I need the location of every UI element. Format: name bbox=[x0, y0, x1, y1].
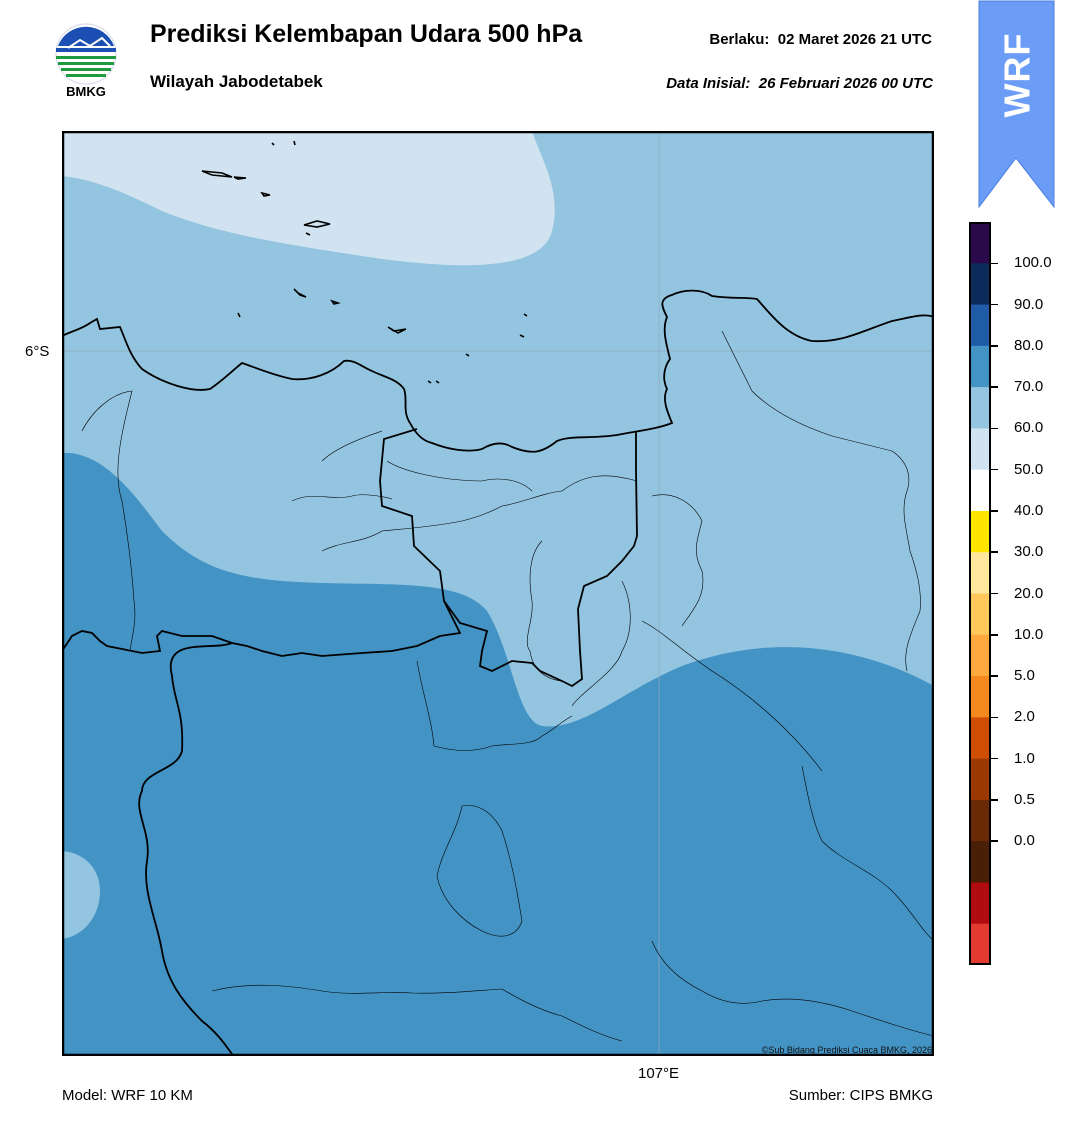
colorbar-label: 100.0 bbox=[1014, 254, 1052, 272]
colorbar-segment bbox=[969, 263, 991, 306]
colorbar-segment bbox=[969, 428, 991, 471]
colorbar-segment bbox=[969, 758, 991, 801]
colorbar-segment bbox=[969, 222, 991, 264]
lat-label: 6°S bbox=[25, 343, 50, 360]
source-label: Sumber: CIPS BMKG bbox=[788, 1087, 933, 1104]
colorbar-tick bbox=[991, 262, 998, 265]
colorbar-tick bbox=[991, 345, 998, 347]
colorbar-label: 50.0 bbox=[1014, 460, 1044, 478]
colorbar-segment bbox=[969, 552, 991, 594]
valid-time: Berlaku: 02 Maret 2026 21 UTC bbox=[709, 31, 932, 48]
colorbar-tick bbox=[991, 675, 998, 677]
colorbar-label: 1.0 bbox=[1014, 749, 1035, 767]
colorbar-tick bbox=[991, 468, 998, 471]
coastline bbox=[62, 289, 934, 453]
thousand-islands bbox=[201, 140, 528, 384]
colorbar-segment bbox=[969, 345, 991, 388]
colorbar-tick bbox=[991, 634, 998, 636]
wrf-badge-label: WRF bbox=[980, 0, 1054, 150]
colorbar-tick bbox=[991, 303, 998, 306]
region-subtitle: Wilayah Jabodetabek bbox=[150, 72, 323, 91]
bmkg-logo-text: BMKG bbox=[66, 84, 106, 99]
map-frame bbox=[62, 131, 934, 1056]
regency-boundaries bbox=[81, 330, 934, 1042]
colorbar-segment bbox=[969, 676, 991, 718]
colorbar-label: 40.0 bbox=[1014, 501, 1044, 519]
colorbar-segment bbox=[969, 923, 991, 965]
colorbar-label: 80.0 bbox=[1014, 336, 1044, 354]
colorbar-label: 90.0 bbox=[1014, 295, 1044, 313]
colorbar-segment bbox=[969, 510, 991, 553]
map-copyright: ©Sub Bidang Prediksi Cuaca BMKG, 2026 bbox=[761, 1045, 932, 1055]
colorbar-label: 70.0 bbox=[1014, 378, 1044, 396]
colorbar-tick bbox=[991, 592, 998, 595]
colorbar-frame bbox=[969, 222, 991, 965]
band-60-70-patch bbox=[62, 851, 100, 939]
colorbar-label: 2.0 bbox=[1014, 708, 1035, 726]
colorbar-tick bbox=[991, 757, 998, 760]
colorbar-tick bbox=[991, 840, 998, 842]
chart-title: Prediksi Kelembapan Udara 500 hPa bbox=[150, 20, 583, 48]
colorbar-segment bbox=[969, 717, 991, 760]
model-label: Model: WRF 10 KM bbox=[62, 1087, 193, 1104]
colorbar-segment bbox=[969, 304, 991, 347]
init-value: 26 Februari 2026 00 UTC bbox=[758, 75, 933, 92]
init-label: Data Inisial: bbox=[666, 75, 751, 92]
colorbar-label: 10.0 bbox=[1014, 625, 1044, 643]
colorbar-label: 5.0 bbox=[1014, 667, 1035, 685]
colorbar-label: 0.0 bbox=[1014, 832, 1035, 850]
colorbar-label: 30.0 bbox=[1014, 543, 1044, 561]
band-50-60 bbox=[62, 131, 555, 266]
valid-label: Berlaku: bbox=[709, 31, 770, 48]
band-70-80 bbox=[62, 452, 934, 1056]
colorbar-segment bbox=[969, 469, 991, 512]
colorbar-segment bbox=[969, 387, 991, 429]
colorbar-tick bbox=[991, 799, 998, 801]
humidity-map bbox=[62, 131, 934, 1056]
province-boundaries bbox=[62, 428, 638, 1056]
colorbar-segment bbox=[969, 799, 991, 842]
colorbar-tick bbox=[991, 427, 998, 430]
bmkg-logo-icon bbox=[55, 23, 117, 85]
colorbar-tick bbox=[991, 716, 998, 719]
colorbar-segment bbox=[969, 593, 991, 636]
colorbar bbox=[969, 222, 991, 965]
colorbar-tick bbox=[991, 386, 998, 388]
colorbar-segment bbox=[969, 634, 991, 677]
colorbar-label: 60.0 bbox=[1014, 419, 1044, 437]
wrf-badge bbox=[978, 0, 1055, 209]
colorbar-segment bbox=[969, 841, 991, 883]
colorbar-tick bbox=[991, 551, 998, 553]
colorbar-tick bbox=[991, 510, 998, 512]
wrf-text: WRF bbox=[996, 32, 1037, 118]
colorbar-label: 20.0 bbox=[1014, 584, 1044, 602]
valid-value: 02 Maret 2026 21 UTC bbox=[777, 31, 932, 48]
colorbar-segment bbox=[969, 882, 991, 925]
colorbar-label: 0.5 bbox=[1014, 790, 1035, 808]
lon-label: 107°E bbox=[638, 1065, 680, 1082]
init-time: Data Inisial: 26 Februari 2026 00 UTC bbox=[666, 75, 933, 92]
